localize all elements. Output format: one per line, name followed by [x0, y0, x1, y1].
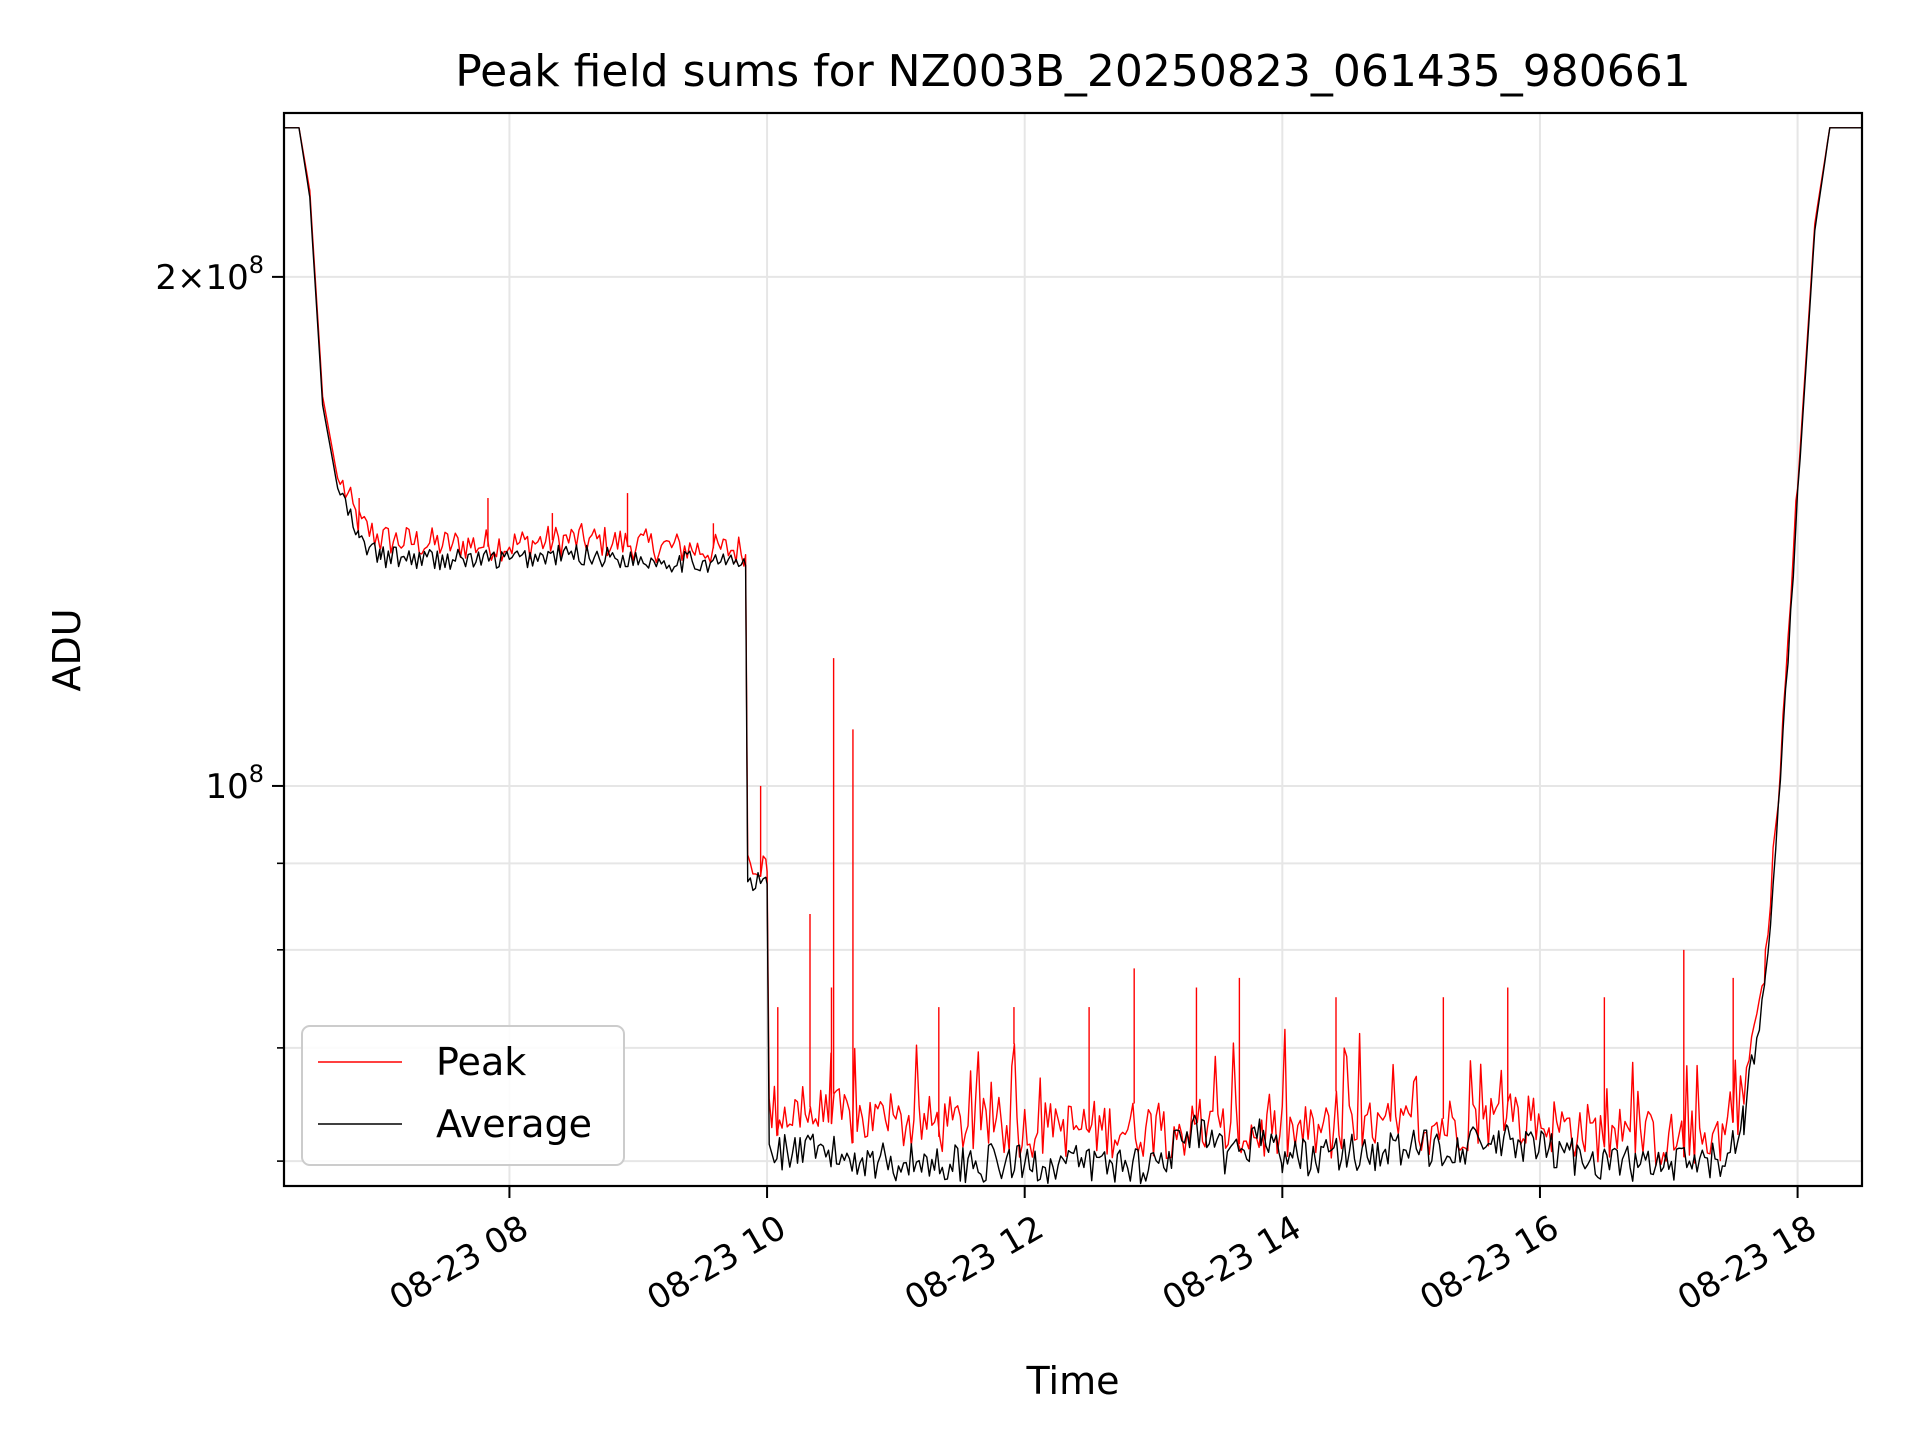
series-line-average [284, 127, 1862, 1185]
y-axis-label: ADU [45, 608, 89, 691]
plot-lines [284, 127, 1862, 1185]
plot-frame [282, 111, 1864, 1188]
legend-label-peak: Peak [436, 1040, 526, 1084]
y-tick-label: 2×108 [155, 251, 264, 298]
legend-box [301, 1025, 625, 1166]
y-tick-label: 108 [205, 760, 264, 807]
y-axis: 108 2×108 [155, 251, 284, 1162]
legend-label-average: Average [436, 1102, 592, 1146]
legend: Peak Average [301, 1025, 625, 1166]
x-axis-label: Time [1026, 1359, 1120, 1403]
chart-title: Peak field sums for NZ003B_20250823_0614… [455, 46, 1691, 97]
